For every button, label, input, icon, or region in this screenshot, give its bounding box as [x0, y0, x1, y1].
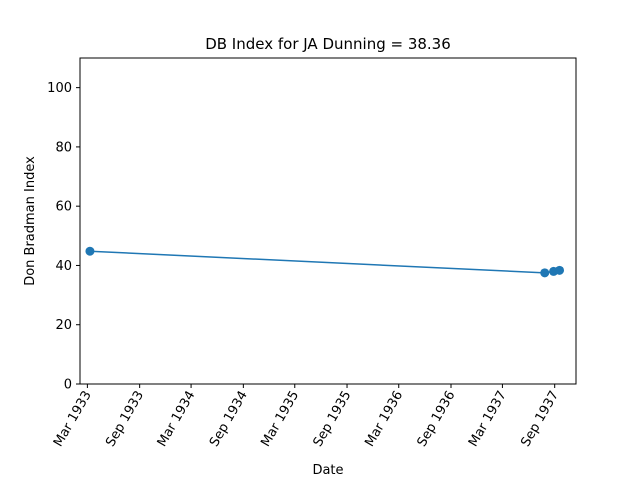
y-tick-label: 80 [55, 140, 72, 155]
y-tick-label: 40 [55, 259, 72, 274]
y-tick-label: 60 [55, 200, 72, 215]
y-tick-label: 100 [47, 81, 72, 96]
y-axis-label: Don Bradman Index [23, 156, 38, 286]
axes-frame [79, 57, 577, 385]
y-tick-label: 20 [55, 318, 72, 333]
chart-title: DB Index for JA Dunning = 38.36 [205, 35, 451, 53]
data-point [85, 246, 95, 256]
y-tick-label: 0 [64, 378, 72, 393]
data-point [555, 265, 565, 275]
data-point [540, 268, 550, 278]
x-axis-label: Date [312, 463, 343, 478]
